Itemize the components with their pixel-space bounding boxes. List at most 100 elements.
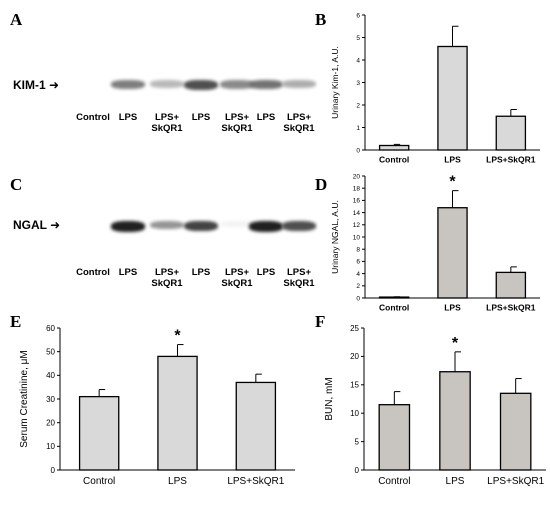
lane-label: LPS+ SkQR1 (221, 267, 253, 289)
blot-band (111, 80, 145, 89)
bar (378, 404, 411, 471)
panel-letter-f: F (315, 312, 326, 331)
y-tick-label: 10 (46, 442, 55, 451)
y-tick-label: 4 (356, 57, 360, 64)
arrow-right-icon: ➜ (49, 78, 60, 92)
y-axis-label: BUN, mM (324, 377, 335, 420)
blot-band (150, 80, 184, 88)
arrow-right-icon: ➜ (50, 218, 61, 232)
blot-band (150, 221, 184, 230)
x-category-label: Control (379, 303, 409, 313)
blot-band (282, 80, 316, 88)
bar (495, 115, 527, 151)
lane-label: Control (76, 267, 110, 278)
lane-label: LPS+ SkQR1 (283, 112, 315, 134)
x-category-label: LPS (444, 303, 461, 313)
x-category-label: LPS+SkQR1 (487, 476, 544, 487)
lane-label: LPS (256, 112, 276, 123)
y-tick-label: 0 (51, 466, 56, 475)
x-category-label: LPS+SkQR1 (227, 476, 284, 487)
bar (157, 355, 198, 471)
x-category-label: LPS (446, 476, 465, 487)
significance-mark: * (449, 174, 456, 191)
x-category-label: Control (83, 476, 115, 487)
blot-band (184, 221, 218, 231)
blot-band (220, 80, 254, 89)
lane-label: LPS (256, 267, 276, 278)
y-tick-label: 15 (350, 381, 359, 390)
blot-band (282, 221, 316, 231)
blot-band (249, 80, 283, 89)
y-tick-label: 10 (353, 234, 361, 241)
lane-label: LPS (191, 267, 211, 278)
y-tick-label: 20 (350, 352, 359, 361)
panel-letter-b: B (315, 10, 327, 29)
y-tick-label: 5 (355, 437, 360, 446)
bar (437, 45, 468, 151)
y-tick-label: 0 (356, 295, 360, 302)
y-tick-label: 2 (356, 283, 360, 290)
y-axis-label: Serum Creatinine, μM (19, 350, 30, 447)
lane-label: LPS+ SkQR1 (151, 267, 183, 289)
blot-band (220, 221, 254, 228)
y-tick-label: 8 (356, 246, 360, 253)
blot-band (111, 221, 145, 232)
lane-label: LPS (118, 267, 138, 278)
urinary-ngal-chart: 0 2 4 6 8 10 12 14 16 18 20 Control * LPS LPS+SkQR1 Uri… (330, 173, 540, 313)
blot-band (184, 80, 218, 90)
panel-letter-a: A (10, 10, 23, 29)
y-tick-label: 10 (350, 409, 359, 418)
bar (437, 207, 468, 299)
lane-label: LPS (191, 112, 211, 123)
x-category-label: Control (378, 476, 410, 487)
bun-chart: 0 5 10 15 20 25 Control * LPS LPS+SkQR1 BUN, mM (324, 324, 546, 487)
bar (78, 395, 120, 471)
y-tick-label: 18 (353, 185, 361, 192)
y-tick-label: 60 (46, 324, 55, 333)
y-axis-label: Urinary NGAL, A.U. (330, 200, 340, 274)
bar (495, 271, 527, 299)
bar (378, 296, 410, 299)
x-category-label: LPS (444, 155, 461, 165)
y-tick-label: 1 (356, 125, 360, 132)
significance-mark: * (174, 328, 181, 345)
ngal-blot-label: NGAL ➜ (13, 218, 61, 232)
y-axis-label: Urinary Kim-1, A.U. (330, 46, 340, 119)
lane-label: LPS+ SkQR1 (283, 267, 315, 289)
y-tick-label: 0 (355, 466, 360, 475)
lane-label: Control (76, 112, 110, 123)
y-tick-label: 6 (356, 259, 360, 266)
y-tick-label: 0 (356, 147, 360, 154)
serum-creatinine-chart: 0 10 20 30 40 50 60 Control * LPS LPS+SkQR1 Serum C… (19, 324, 295, 487)
bar (235, 381, 277, 471)
lane-label: LPS (118, 112, 138, 123)
y-tick-label: 20 (46, 418, 55, 427)
y-tick-label: 40 (46, 371, 55, 380)
x-category-label: Control (379, 155, 409, 165)
y-tick-label: 6 (356, 12, 360, 19)
y-tick-label: 5 (356, 35, 360, 42)
kim1-blot-label: KIM-1 ➜ (13, 78, 60, 92)
urinary-kim1-chart: 0 1 2 3 4 5 6 Control LPS LPS+SkQR1 Urinary Kim-1,… (330, 12, 540, 165)
x-category-label: LPS+SkQR1 (486, 155, 536, 165)
blot-band (249, 221, 283, 232)
significance-mark: * (452, 335, 459, 352)
bar (499, 392, 532, 471)
panel-letter-c: C (10, 175, 23, 194)
x-category-label: LPS (168, 476, 187, 487)
y-tick-label: 30 (46, 395, 55, 404)
y-tick-label: 50 (46, 347, 55, 356)
y-tick-label: 12 (353, 222, 361, 229)
y-tick-label: 4 (356, 271, 360, 278)
lane-label: LPS+ SkQR1 (151, 112, 183, 134)
y-tick-label: 20 (353, 173, 361, 180)
panel-letter-e: E (10, 312, 22, 331)
y-tick-label: 2 (356, 102, 360, 109)
x-category-label: LPS+SkQR1 (486, 303, 536, 313)
lane-label: LPS+ SkQR1 (221, 112, 253, 134)
bar (439, 371, 471, 471)
bar (378, 144, 410, 151)
y-tick-label: 3 (356, 80, 360, 87)
y-tick-label: 14 (353, 210, 361, 217)
y-tick-label: 16 (353, 198, 361, 205)
